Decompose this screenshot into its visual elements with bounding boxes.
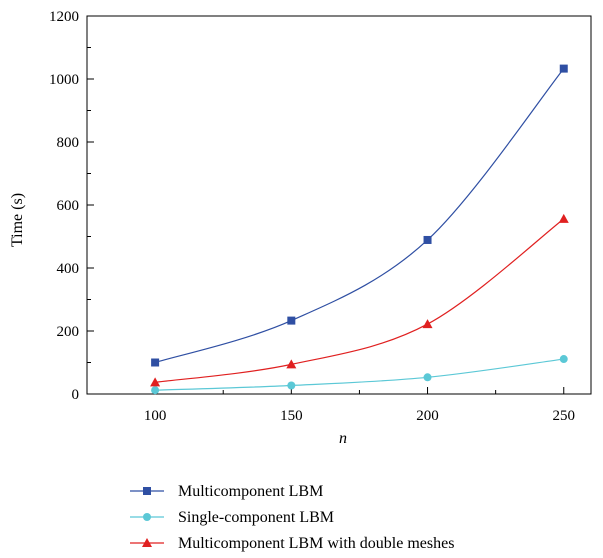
data-point	[559, 355, 568, 364]
ticks: 100 150 200 250 0 200 400 600 800 1000 1200	[49, 9, 575, 424]
x-tick-label: 100	[144, 408, 167, 424]
series-layer	[150, 64, 569, 395]
data-point	[287, 381, 296, 390]
legend-marker	[143, 487, 151, 495]
y-axis-title: Time (s)	[9, 193, 26, 247]
x-tick-label: 150	[280, 408, 303, 424]
axes	[86, 15, 592, 395]
series-line	[155, 358, 564, 391]
legend: Multicomponent LBM Single-component LBM Mu…	[130, 483, 454, 552]
y-tick-label: 1200	[49, 9, 79, 25]
x-tick-label: 200	[416, 408, 439, 424]
data-point	[422, 319, 433, 329]
data-point	[286, 359, 297, 369]
data-point	[287, 316, 296, 325]
series-line	[154, 68, 565, 364]
series-1	[151, 355, 568, 395]
x-axis-title: n	[339, 430, 347, 447]
data-point	[423, 373, 432, 382]
plot-frame	[86, 15, 592, 395]
data-point	[150, 377, 161, 387]
y-tick-label: 0	[72, 387, 80, 403]
data-point	[151, 358, 160, 367]
series-line	[155, 218, 565, 383]
data-point	[559, 64, 568, 73]
y-tick-label: 400	[57, 261, 80, 277]
legend-marker	[143, 513, 151, 521]
legend-marker	[142, 538, 152, 547]
legend-label: Multicomponent LBM with double meshes	[178, 535, 454, 552]
y-tick-label: 1000	[49, 72, 79, 88]
data-point	[558, 213, 569, 223]
series-0	[151, 64, 568, 367]
series-2	[150, 213, 569, 387]
y-tick-label: 200	[57, 324, 80, 340]
data-point	[151, 386, 160, 395]
legend-item: Multicomponent LBM	[130, 483, 323, 500]
legend-label: Multicomponent LBM	[178, 483, 323, 500]
x-tick-label: 250	[553, 408, 576, 424]
y-tick-label: 600	[57, 198, 80, 214]
y-tick-label: 800	[57, 135, 80, 151]
data-point	[423, 235, 432, 244]
legend-item: Multicomponent LBM with double meshes	[130, 535, 454, 552]
legend-label: Single-component LBM	[178, 509, 334, 526]
legend-item: Single-component LBM	[130, 509, 334, 526]
